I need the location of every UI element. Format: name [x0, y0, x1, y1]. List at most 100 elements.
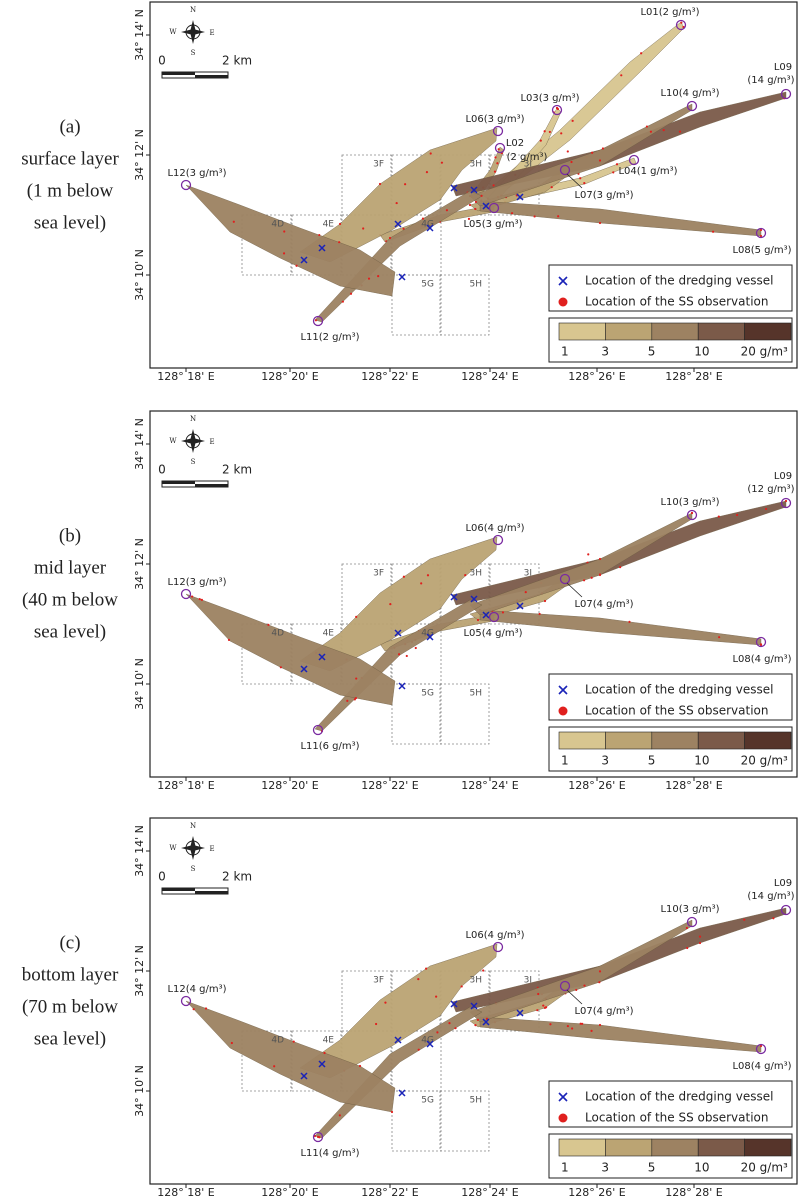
- station-label: L11(6 g/m³): [300, 741, 359, 752]
- x-axis-label: 128° 18' E: [157, 779, 215, 792]
- vessel-marker: [398, 1089, 406, 1097]
- scale-bar-fill: [195, 75, 228, 78]
- observation-dot: [698, 941, 702, 945]
- station-reading: (3 g/m³): [539, 93, 580, 104]
- station-marker: [312, 315, 324, 327]
- scale-label: 0: [158, 463, 166, 477]
- observation-dot: [282, 252, 286, 255]
- observation-dot: [198, 597, 201, 601]
- station-label: L12(4 g/m³): [167, 984, 226, 995]
- station-marker: [628, 154, 640, 166]
- observation-dot: [395, 201, 398, 205]
- station-marker: [559, 573, 571, 585]
- station-id: L07: [574, 599, 592, 610]
- grid-cell-label: 4E: [323, 220, 335, 230]
- colorbar-swatch: [744, 322, 792, 341]
- observation-dot: [367, 277, 371, 280]
- x-axis-label: 128° 24' E: [461, 370, 519, 383]
- observation-dot: [680, 21, 683, 24]
- station-reading: (12 g/m³): [747, 484, 794, 495]
- station-label: L08(4 g/m³): [732, 1061, 791, 1072]
- station-label: L12(3 g/m³): [167, 168, 226, 179]
- observation-dot: [204, 1007, 208, 1010]
- observation-dot: [355, 615, 358, 618]
- grid-cell-label: 5G: [421, 1096, 434, 1106]
- observation-dot: [537, 992, 540, 996]
- plume: [185, 1000, 396, 1113]
- colorbar-swatch: [605, 1138, 653, 1157]
- y-axis-label: 34° 14' N: [133, 825, 146, 877]
- observation-dot: [772, 917, 775, 920]
- x-axis-label: 128° 28' E: [665, 370, 723, 383]
- legend-vessel-marker: [558, 685, 568, 695]
- compass-ring: [185, 840, 201, 856]
- observation-dot: [468, 203, 472, 207]
- station-marker: [180, 179, 192, 191]
- station-reading: (6 g/m³): [319, 741, 360, 752]
- vessel-marker: [426, 633, 434, 641]
- x-axis-label: 128° 20' E: [261, 370, 319, 383]
- observation-dot: [402, 227, 405, 230]
- colorbar-tick: 1: [561, 754, 569, 768]
- station-reading: (2 g/m³): [319, 332, 360, 343]
- scale-label: 0: [158, 870, 166, 884]
- grid-cell-label: 4G: [421, 1036, 434, 1046]
- compass: [181, 429, 205, 453]
- legend-text: Location of the SS observation: [585, 1111, 768, 1125]
- observation-dot: [718, 636, 721, 639]
- station-reading: (1 g/m³): [637, 166, 678, 177]
- scale-label: 2 km: [222, 870, 252, 884]
- y-axis-label: 34° 14' N: [133, 9, 146, 61]
- station-reading: (4 g/m³): [751, 1061, 792, 1072]
- colorbar-tick: 5: [648, 345, 656, 359]
- grid-cell-label: 4D: [271, 1036, 284, 1046]
- observation-dot: [539, 139, 542, 142]
- grid-cell: [439, 683, 490, 745]
- compass-letter: N: [190, 415, 196, 423]
- observation-dot: [555, 106, 559, 110]
- grid-cell-label: 4E: [323, 629, 335, 639]
- observation-dot: [649, 130, 653, 133]
- observation-dot: [524, 591, 527, 594]
- station-label: L07(4 g/m³): [574, 1006, 633, 1017]
- colorbar-swatch: [651, 1138, 699, 1157]
- observation-dot: [313, 1134, 317, 1138]
- compass-letter: N: [190, 822, 196, 830]
- station-marker: [559, 980, 571, 992]
- colorbar-swatch: [558, 1138, 606, 1157]
- station-label: L05(4 g/m³): [463, 628, 522, 639]
- station-id: L01: [640, 7, 658, 18]
- observation-dot: [420, 582, 423, 585]
- station-id: L09: [774, 471, 792, 482]
- station-marker: [755, 1043, 767, 1055]
- vessel-marker: [470, 186, 478, 194]
- observation-dot: [759, 1044, 763, 1048]
- observation-dot: [467, 217, 471, 220]
- station-id: L03: [520, 93, 538, 104]
- observation-dot: [292, 1040, 295, 1043]
- panel-caption: bottom layer: [22, 964, 119, 985]
- observation-dot: [759, 643, 763, 646]
- legend-vessel-marker: [558, 276, 568, 286]
- observation-dot: [314, 319, 318, 322]
- x-axis-label: 128° 28' E: [665, 1186, 723, 1199]
- colorbar-tick: 20 g/m³: [741, 754, 788, 768]
- grid-cell-label: 4D: [271, 220, 284, 230]
- colorbar-tick: 20 g/m³: [741, 1161, 788, 1175]
- station-reading: (3 g/m³): [679, 904, 720, 915]
- station-label: L11(2 g/m³): [300, 332, 359, 343]
- grid-cell: [391, 683, 442, 745]
- station-marker: [312, 724, 324, 736]
- legend-text: Location of the SS observation: [585, 704, 768, 718]
- vessel-marker: [470, 1002, 478, 1010]
- observation-dot: [598, 557, 602, 561]
- legend-text: Location of the dredging vessel: [585, 683, 773, 697]
- station-marker: [755, 227, 767, 239]
- colorbar-tick: 10: [694, 1161, 709, 1175]
- plume: [299, 127, 498, 263]
- observation-dot: [590, 1029, 593, 1032]
- observation-dot: [736, 513, 739, 517]
- observation-dot: [494, 156, 497, 159]
- station-marker: [675, 19, 687, 31]
- observation-dot: [759, 234, 763, 238]
